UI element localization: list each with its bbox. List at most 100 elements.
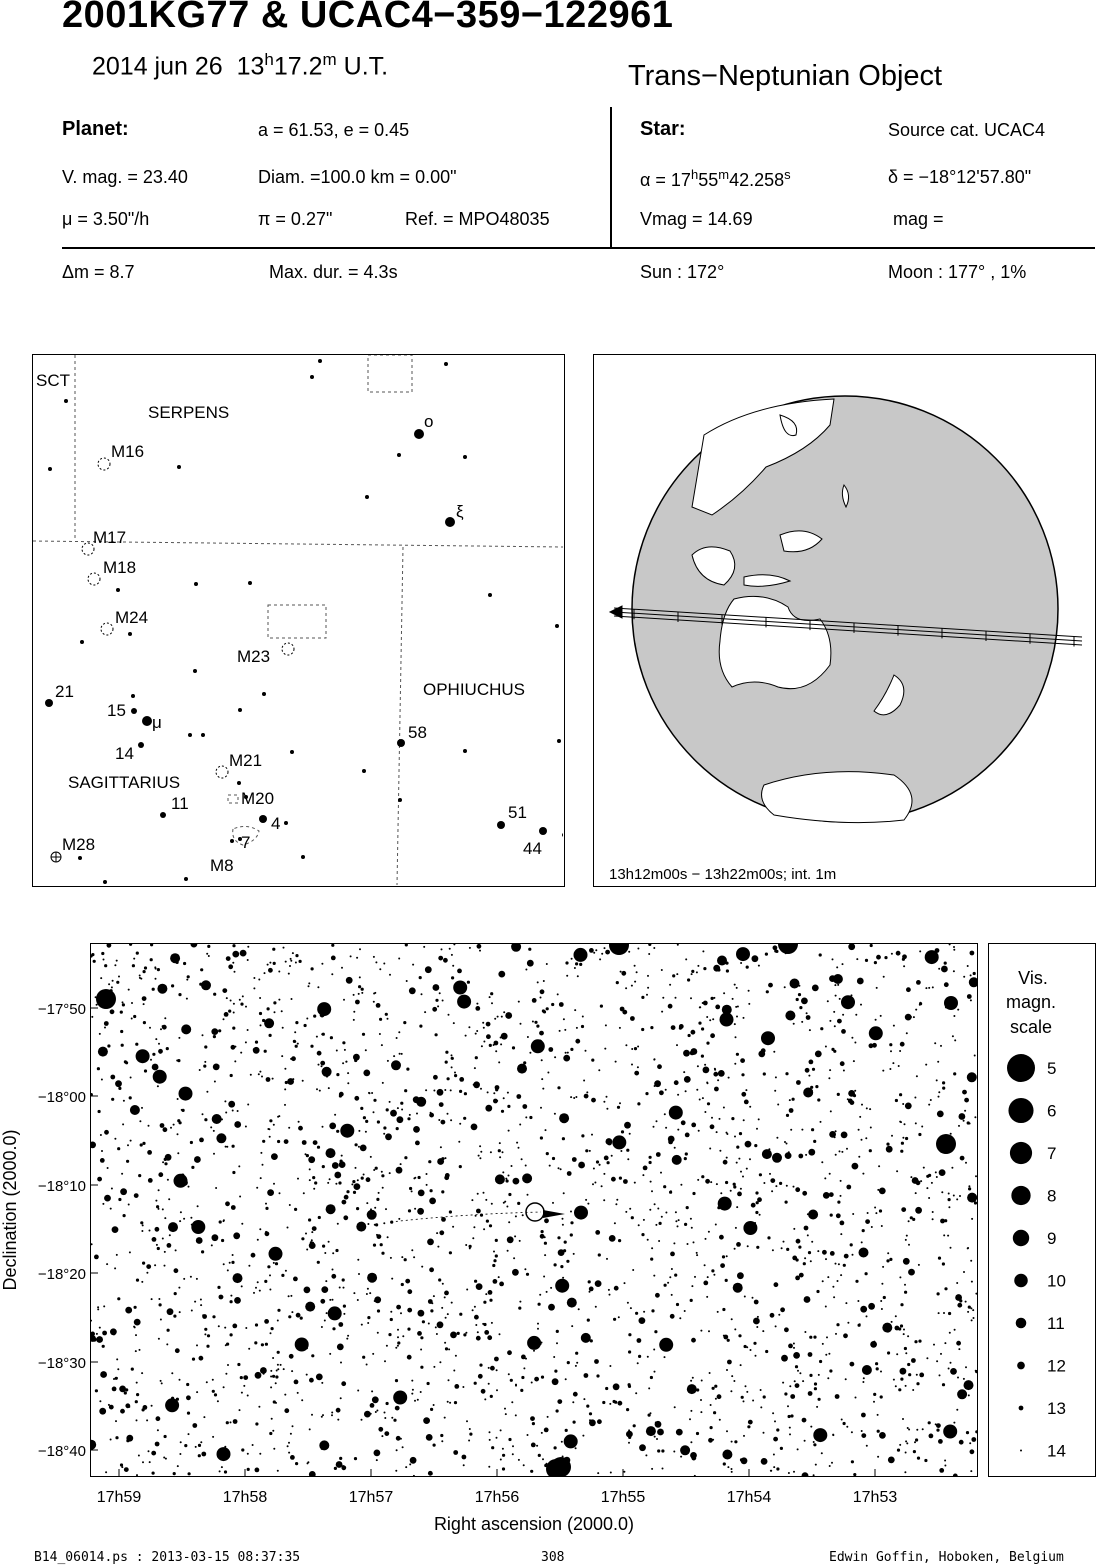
field-star <box>637 947 640 950</box>
field-star <box>347 1334 350 1337</box>
field-star <box>569 1233 573 1237</box>
legend-swatch <box>1020 1449 1022 1452</box>
field-star <box>175 1397 179 1401</box>
field-star <box>821 1342 824 1345</box>
field-star <box>261 1163 264 1166</box>
field-star <box>944 1287 948 1291</box>
field-star <box>308 1218 312 1222</box>
field-star <box>954 1039 957 1042</box>
field-star <box>298 1125 303 1131</box>
m18-symbol <box>87 572 101 586</box>
field-star <box>612 1135 627 1150</box>
field-star <box>626 1408 630 1412</box>
field-star <box>829 1131 836 1138</box>
field-star <box>657 1064 662 1070</box>
field-star <box>453 1450 459 1455</box>
field-star <box>498 1333 501 1336</box>
field-star <box>340 1361 342 1364</box>
field-star <box>780 1307 785 1313</box>
field-star <box>542 1458 544 1461</box>
field-star <box>107 1044 111 1048</box>
field-star <box>423 945 426 948</box>
field-star <box>552 1201 554 1204</box>
field-star <box>700 1411 703 1414</box>
field-star <box>225 956 231 961</box>
field-star <box>386 1236 389 1239</box>
field-star <box>627 1158 630 1161</box>
field-star <box>749 1158 751 1161</box>
field-star <box>912 1450 917 1454</box>
field-star <box>246 1029 249 1031</box>
field-star <box>356 1221 367 1232</box>
field-star <box>229 1421 232 1424</box>
field-star <box>771 1249 774 1252</box>
field-star <box>843 1333 848 1339</box>
field-star <box>302 1192 305 1195</box>
star-declination: δ = −18°12'57.80" <box>888 167 1032 187</box>
field-star <box>722 1106 725 1109</box>
field-star <box>383 1411 386 1414</box>
field-star <box>576 1361 579 1364</box>
field-star <box>322 1244 326 1248</box>
field-star <box>824 1177 827 1180</box>
field-star <box>808 1074 811 1077</box>
field-star <box>857 1300 860 1302</box>
field-star <box>831 1461 833 1464</box>
field-star <box>695 1251 698 1254</box>
field-star <box>811 984 819 992</box>
field-star <box>970 1470 973 1473</box>
field-star <box>446 1400 449 1403</box>
field-star <box>629 1207 632 1210</box>
field-star <box>386 1059 389 1062</box>
field-star <box>746 1346 749 1349</box>
field-star <box>656 1438 658 1440</box>
field-star <box>343 998 345 1001</box>
field-star <box>154 977 157 980</box>
field-star <box>290 959 293 962</box>
field-star <box>943 982 949 988</box>
field-star <box>342 1041 346 1045</box>
field-star <box>365 1177 371 1183</box>
field-star <box>803 1225 809 1231</box>
landmasses <box>691 398 913 824</box>
field-star <box>238 1165 241 1168</box>
field-star <box>308 1179 311 1182</box>
field-star <box>472 1237 475 1240</box>
field-star <box>709 1124 715 1130</box>
field-star <box>307 1461 310 1464</box>
field-star <box>861 1307 867 1313</box>
field-star <box>904 1471 907 1474</box>
field-star <box>474 1032 477 1035</box>
field-star <box>966 994 972 999</box>
field-star <box>166 1328 170 1332</box>
field-star <box>964 1097 969 1103</box>
field-star <box>274 1262 279 1266</box>
deep-sky-objects <box>81 457 295 779</box>
field-star <box>341 1278 345 1282</box>
field-star <box>282 1368 285 1371</box>
field-star <box>334 1171 342 1179</box>
field-star <box>677 1093 680 1096</box>
field-star <box>495 1436 498 1439</box>
field-star <box>505 1179 509 1183</box>
field-star <box>734 1036 737 1039</box>
finder-star <box>237 781 241 785</box>
field-star <box>308 1428 311 1431</box>
field-star <box>696 1254 699 1257</box>
field-star <box>269 1332 272 1335</box>
field-star <box>100 1408 105 1414</box>
field-star <box>571 1157 577 1162</box>
field-star <box>684 1152 688 1156</box>
field-star <box>308 982 311 985</box>
field-star <box>623 1179 628 1184</box>
field-star <box>279 1363 282 1366</box>
field-star <box>711 1269 715 1273</box>
field-star <box>511 1046 516 1050</box>
field-star <box>136 1393 140 1397</box>
field-star <box>469 1432 473 1436</box>
field-star <box>955 1294 962 1301</box>
field-star <box>269 1119 273 1123</box>
field-star <box>709 1147 712 1150</box>
field-star <box>902 954 907 960</box>
field-star <box>880 1300 883 1302</box>
